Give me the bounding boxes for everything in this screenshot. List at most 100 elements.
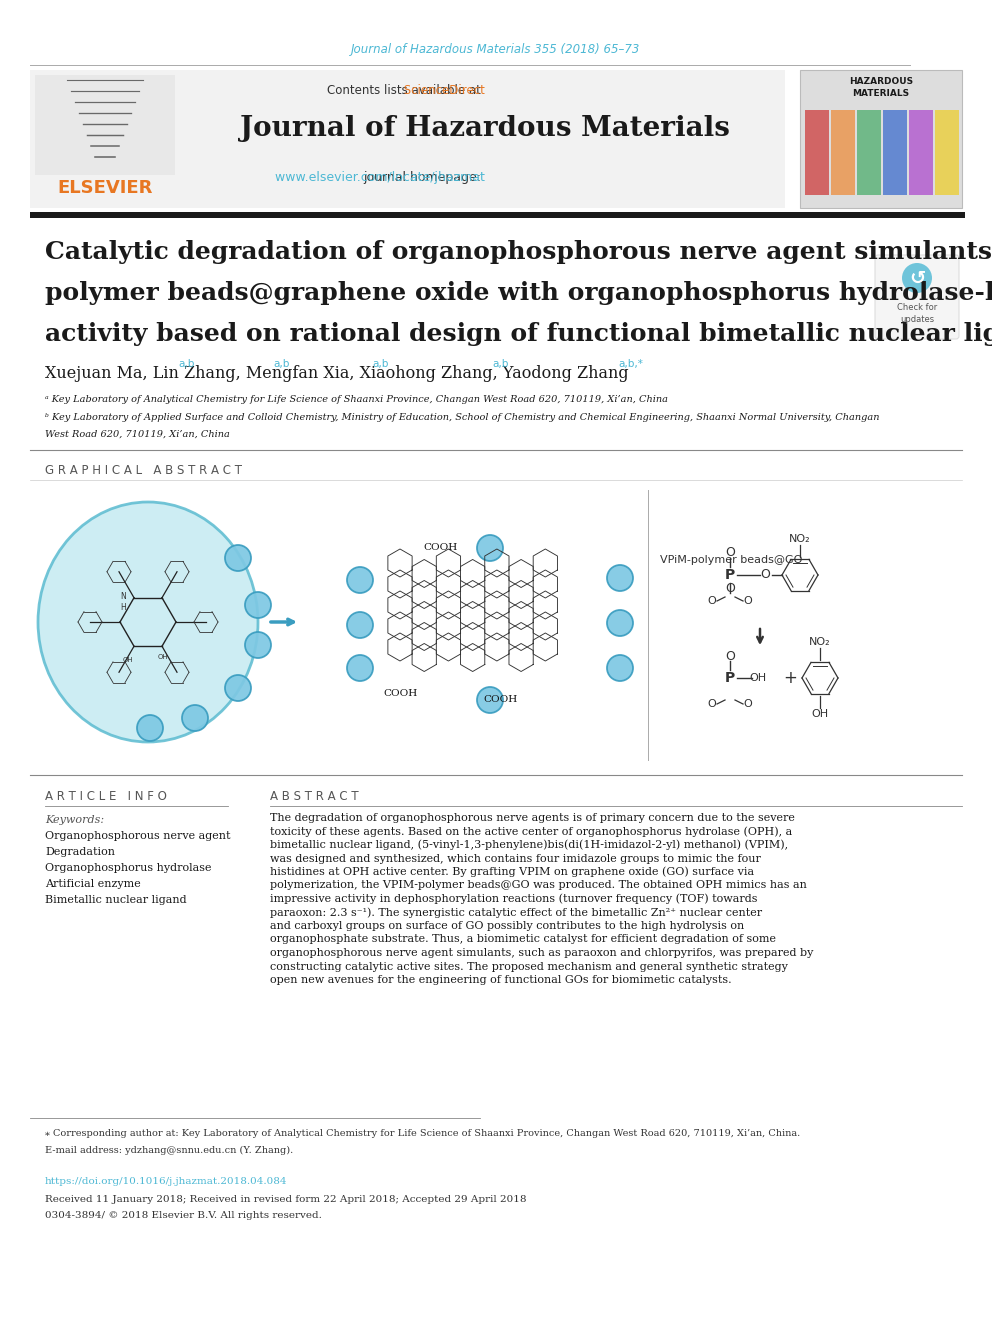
Text: P: P <box>725 568 735 582</box>
Text: A R T I C L E   I N F O: A R T I C L E I N F O <box>45 790 167 803</box>
Text: Organophosphorus hydrolase: Organophosphorus hydrolase <box>45 863 211 873</box>
Text: Bimetallic nuclear ligand: Bimetallic nuclear ligand <box>45 894 186 905</box>
Text: P: P <box>725 671 735 685</box>
FancyBboxPatch shape <box>935 110 959 194</box>
Text: OH: OH <box>123 658 133 663</box>
Text: Contents lists available at: Contents lists available at <box>327 83 485 97</box>
Circle shape <box>225 545 251 572</box>
Text: impressive activity in dephosphorylation reactions (turnover frequency (TOF) tow: impressive activity in dephosphorylation… <box>270 894 758 905</box>
Text: +: + <box>783 669 797 687</box>
Circle shape <box>607 565 633 591</box>
FancyBboxPatch shape <box>805 110 829 194</box>
Text: Check for: Check for <box>897 303 937 312</box>
Text: open new avenues for the engineering of functional GOs for biomimetic catalysts.: open new avenues for the engineering of … <box>270 975 732 986</box>
Text: E-mail address: ydzhang@snnu.edu.cn (Y. Zhang).: E-mail address: ydzhang@snnu.edu.cn (Y. … <box>45 1146 294 1155</box>
Text: polymerization, the VPIM-polymer beads@GO was produced. The obtained OPH mimics : polymerization, the VPIM-polymer beads@G… <box>270 881 806 890</box>
Text: activity based on rational design of functional bimetallic nuclear ligand: activity based on rational design of fun… <box>45 321 992 347</box>
Text: ᵇ Key Laboratory of Applied Surface and Colloid Chemistry, Ministry of Education: ᵇ Key Laboratory of Applied Surface and … <box>45 414 880 422</box>
Text: NO₂: NO₂ <box>790 534 810 544</box>
Text: Received 11 January 2018; Received in revised form 22 April 2018; Accepted 29 Ap: Received 11 January 2018; Received in re… <box>45 1196 527 1204</box>
Text: a,b: a,b <box>372 359 389 369</box>
Text: organophosphate substrate. Thus, a biomimetic catalyst for efficient degradation: organophosphate substrate. Thus, a biomi… <box>270 934 776 945</box>
Text: O: O <box>725 650 735 663</box>
Circle shape <box>477 534 503 561</box>
Text: a,b,*: a,b,* <box>618 359 643 369</box>
Circle shape <box>245 632 271 658</box>
Text: Artificial enzyme: Artificial enzyme <box>45 878 141 889</box>
Ellipse shape <box>38 501 258 742</box>
Text: histidines at OPH active center. By grafting VPIM on graphene oxide (GO) surface: histidines at OPH active center. By graf… <box>270 867 754 877</box>
Text: O: O <box>744 699 752 709</box>
Text: COOH: COOH <box>483 696 517 705</box>
Text: https://doi.org/10.1016/j.jhazmat.2018.04.084: https://doi.org/10.1016/j.jhazmat.2018.0… <box>45 1177 288 1187</box>
Text: 0304-3894/ © 2018 Elsevier B.V. All rights reserved.: 0304-3894/ © 2018 Elsevier B.V. All righ… <box>45 1212 321 1221</box>
Circle shape <box>137 714 163 741</box>
Circle shape <box>182 705 208 732</box>
Text: bimetallic nuclear ligand, (5-vinyl-1,3-phenylene)bis(di(1H-imidazol-2-yl) metha: bimetallic nuclear ligand, (5-vinyl-1,3-… <box>270 840 788 851</box>
FancyBboxPatch shape <box>35 75 175 175</box>
Text: a,b: a,b <box>273 359 290 369</box>
Text: constructing catalytic active sites. The proposed mechanism and general syntheti: constructing catalytic active sites. The… <box>270 962 788 971</box>
Text: organophosphorous nerve agent simulants, such as paraoxon and chlorpyrifos, was : organophosphorous nerve agent simulants,… <box>270 949 813 958</box>
Text: COOH: COOH <box>383 688 417 697</box>
Text: MATERIALS: MATERIALS <box>852 89 910 98</box>
Text: Journal of Hazardous Materials: Journal of Hazardous Materials <box>240 115 730 142</box>
FancyBboxPatch shape <box>185 70 785 208</box>
Text: HAZARDOUS: HAZARDOUS <box>849 78 913 86</box>
Text: ↺: ↺ <box>909 269 926 287</box>
FancyBboxPatch shape <box>831 110 855 194</box>
Text: Xuejuan Ma, Lin Zhang, Mengfan Xia, Xiaohong Zhang, Yaodong Zhang: Xuejuan Ma, Lin Zhang, Mengfan Xia, Xiao… <box>45 365 629 382</box>
Text: A B S T R A C T: A B S T R A C T <box>270 790 359 803</box>
FancyBboxPatch shape <box>875 255 959 339</box>
Text: ScienceDirect: ScienceDirect <box>296 83 485 97</box>
Circle shape <box>347 613 373 638</box>
Text: Degradation: Degradation <box>45 847 115 857</box>
Text: West Road 620, 710119, Xi’an, China: West Road 620, 710119, Xi’an, China <box>45 430 230 438</box>
Text: ᵃ Key Laboratory of Analytical Chemistry for Life Science of Shaanxi Province, C: ᵃ Key Laboratory of Analytical Chemistry… <box>45 396 668 405</box>
Text: updates: updates <box>900 315 934 324</box>
Text: OH: OH <box>749 673 767 683</box>
Circle shape <box>347 655 373 681</box>
Text: O: O <box>707 699 716 709</box>
Circle shape <box>607 655 633 681</box>
Circle shape <box>477 687 503 713</box>
Text: N
H: N H <box>120 593 126 611</box>
Text: The degradation of organophosphorous nerve agents is of primary concern due to t: The degradation of organophosphorous ner… <box>270 814 795 823</box>
Text: O: O <box>744 595 752 606</box>
Text: ⁎ Corresponding author at: Key Laboratory of Analytical Chemistry for Life Scien: ⁎ Corresponding author at: Key Laborator… <box>45 1130 801 1139</box>
Text: NO₂: NO₂ <box>809 636 831 647</box>
Text: COOH: COOH <box>423 544 457 553</box>
Text: Journal of Hazardous Materials 355 (2018) 65–73: Journal of Hazardous Materials 355 (2018… <box>351 44 641 57</box>
Text: polymer beads@graphene oxide with organophosphorus hydrolase-like: polymer beads@graphene oxide with organo… <box>45 280 992 306</box>
Text: OH: OH <box>811 709 828 718</box>
Text: OH: OH <box>158 654 169 660</box>
Text: toxicity of these agents. Based on the active center of organophosphorus hydrola: toxicity of these agents. Based on the a… <box>270 827 793 836</box>
Bar <box>30 212 965 218</box>
Text: Organophosphorous nerve agent: Organophosphorous nerve agent <box>45 831 230 841</box>
Text: journal homepage:: journal homepage: <box>363 172 485 184</box>
Text: G R A P H I C A L   A B S T R A C T: G R A P H I C A L A B S T R A C T <box>45 463 242 476</box>
FancyBboxPatch shape <box>800 70 962 208</box>
Circle shape <box>902 263 932 292</box>
FancyBboxPatch shape <box>857 110 881 194</box>
Text: ELSEVIER: ELSEVIER <box>58 179 153 197</box>
Text: www.elsevier.com/locate/jhazmat: www.elsevier.com/locate/jhazmat <box>203 172 485 184</box>
Text: VPiM-polymer beads@GO: VPiM-polymer beads@GO <box>660 556 803 565</box>
FancyBboxPatch shape <box>30 70 185 208</box>
Text: was designed and synthesized, which contains four imidazole groups to mimic the : was designed and synthesized, which cont… <box>270 853 761 864</box>
Circle shape <box>347 568 373 593</box>
Text: Catalytic degradation of organophosphorous nerve agent simulants by: Catalytic degradation of organophosphoro… <box>45 239 992 265</box>
Text: and carboxyl groups on surface of GO possibly contributes to the high hydrolysis: and carboxyl groups on surface of GO pos… <box>270 921 744 931</box>
Circle shape <box>245 591 271 618</box>
FancyBboxPatch shape <box>909 110 933 194</box>
Text: O: O <box>725 582 735 595</box>
Text: paraoxon: 2.3 s⁻¹). The synergistic catalytic effect of the bimetallic Zn²⁺ nucl: paraoxon: 2.3 s⁻¹). The synergistic cata… <box>270 908 762 918</box>
Circle shape <box>607 610 633 636</box>
Circle shape <box>225 675 251 701</box>
FancyBboxPatch shape <box>883 110 907 194</box>
Text: Keywords:: Keywords: <box>45 815 104 826</box>
Text: a,b: a,b <box>178 359 194 369</box>
Text: O: O <box>760 569 770 582</box>
Text: O: O <box>725 546 735 560</box>
Text: O: O <box>707 595 716 606</box>
